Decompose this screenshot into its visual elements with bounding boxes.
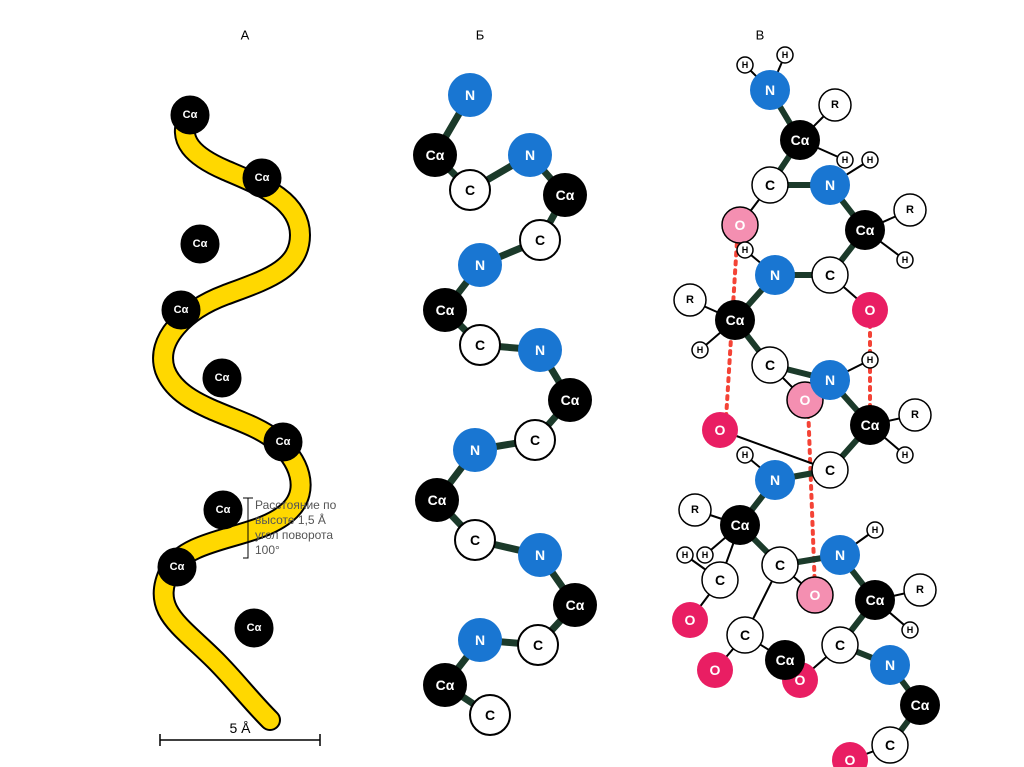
svg-text:Cα: Cα bbox=[561, 392, 580, 408]
svg-text:O: O bbox=[685, 612, 696, 628]
svg-text:Cα: Cα bbox=[731, 517, 750, 533]
svg-text:C: C bbox=[825, 462, 835, 478]
svg-text:O: O bbox=[865, 302, 876, 318]
svg-text:Cα: Cα bbox=[426, 147, 445, 163]
svg-text:Cα: Cα bbox=[215, 372, 230, 384]
svg-text:Расстояние по: Расстояние по bbox=[255, 498, 337, 512]
svg-text:H: H bbox=[697, 345, 704, 355]
svg-text:O: O bbox=[715, 422, 726, 438]
svg-text:H: H bbox=[867, 155, 874, 165]
svg-text:O: O bbox=[800, 392, 811, 408]
svg-text:C: C bbox=[530, 432, 540, 448]
svg-text:C: C bbox=[470, 532, 480, 548]
svg-text:Cα: Cα bbox=[276, 436, 291, 448]
svg-text:5 Å: 5 Å bbox=[229, 720, 251, 736]
svg-text:O: O bbox=[810, 587, 821, 603]
svg-text:C: C bbox=[475, 337, 485, 353]
svg-text:H: H bbox=[907, 625, 914, 635]
svg-text:В: В bbox=[756, 28, 765, 43]
svg-text:H: H bbox=[902, 450, 909, 460]
svg-text:H: H bbox=[702, 550, 709, 560]
svg-text:Cα: Cα bbox=[428, 492, 447, 508]
svg-text:Cα: Cα bbox=[556, 187, 575, 203]
svg-text:Cα: Cα bbox=[566, 597, 585, 613]
svg-text:H: H bbox=[742, 245, 749, 255]
svg-text:H: H bbox=[782, 50, 789, 60]
svg-text:N: N bbox=[475, 257, 485, 273]
svg-text:C: C bbox=[885, 737, 895, 753]
svg-text:C: C bbox=[465, 182, 475, 198]
svg-text:C: C bbox=[775, 557, 785, 573]
svg-text:R: R bbox=[916, 584, 924, 596]
svg-text:угол поворота: угол поворота bbox=[255, 528, 333, 542]
svg-text:C: C bbox=[825, 267, 835, 283]
svg-text:N: N bbox=[770, 472, 780, 488]
svg-text:Cα: Cα bbox=[776, 652, 795, 668]
svg-text:C: C bbox=[535, 232, 545, 248]
svg-text:N: N bbox=[535, 342, 545, 358]
svg-text:R: R bbox=[906, 204, 914, 216]
svg-text:А: А bbox=[241, 28, 250, 43]
svg-text:Cα: Cα bbox=[791, 132, 810, 148]
svg-text:Cα: Cα bbox=[255, 172, 270, 184]
svg-text:N: N bbox=[835, 547, 845, 563]
diagram-canvas: А Б В Cα Cα Cα Cα Cα Cα Cα Cα Cα Расстояние повысоте… bbox=[0, 0, 1024, 767]
svg-text:Cα: Cα bbox=[911, 697, 930, 713]
svg-text:Cα: Cα bbox=[170, 561, 185, 573]
svg-text:Cα: Cα bbox=[866, 592, 885, 608]
svg-text:H: H bbox=[902, 255, 909, 265]
svg-text:высоте 1,5 Å: высоте 1,5 Å bbox=[255, 512, 326, 527]
svg-text:Cα: Cα bbox=[183, 109, 198, 121]
svg-text:Cα: Cα bbox=[861, 417, 880, 433]
svg-text:N: N bbox=[470, 442, 480, 458]
svg-text:H: H bbox=[867, 355, 874, 365]
svg-text:N: N bbox=[825, 372, 835, 388]
svg-text:O: O bbox=[710, 662, 721, 678]
svg-text:N: N bbox=[465, 87, 475, 103]
svg-text:C: C bbox=[485, 707, 495, 723]
svg-text:R: R bbox=[686, 294, 694, 306]
svg-text:H: H bbox=[872, 525, 879, 535]
svg-text:C: C bbox=[740, 627, 750, 643]
svg-text:C: C bbox=[533, 637, 543, 653]
svg-text:Cα: Cα bbox=[436, 302, 455, 318]
svg-text:Cα: Cα bbox=[193, 238, 208, 250]
svg-text:Cα: Cα bbox=[856, 222, 875, 238]
svg-text:N: N bbox=[535, 547, 545, 563]
svg-text:H: H bbox=[682, 550, 689, 560]
svg-text:H: H bbox=[742, 450, 749, 460]
svg-text:N: N bbox=[825, 177, 835, 193]
svg-text:100°: 100° bbox=[255, 543, 280, 557]
svg-text:Cα: Cα bbox=[247, 622, 262, 634]
svg-text:N: N bbox=[765, 82, 775, 98]
svg-text:N: N bbox=[525, 147, 535, 163]
svg-text:N: N bbox=[885, 657, 895, 673]
svg-text:C: C bbox=[765, 357, 775, 373]
svg-text:Б: Б bbox=[476, 28, 485, 43]
svg-text:O: O bbox=[735, 217, 746, 233]
svg-text:R: R bbox=[831, 99, 839, 111]
svg-text:O: O bbox=[845, 752, 856, 767]
svg-text:H: H bbox=[742, 60, 749, 70]
svg-text:H: H bbox=[842, 155, 849, 165]
svg-text:N: N bbox=[770, 267, 780, 283]
svg-text:Cα: Cα bbox=[436, 677, 455, 693]
svg-text:C: C bbox=[715, 572, 725, 588]
svg-text:R: R bbox=[691, 504, 699, 516]
svg-text:Cα: Cα bbox=[726, 312, 745, 328]
svg-text:R: R bbox=[911, 409, 919, 421]
svg-text:N: N bbox=[475, 632, 485, 648]
svg-text:C: C bbox=[765, 177, 775, 193]
svg-text:Cα: Cα bbox=[216, 504, 231, 516]
svg-text:Cα: Cα bbox=[174, 304, 189, 316]
svg-text:C: C bbox=[835, 637, 845, 653]
